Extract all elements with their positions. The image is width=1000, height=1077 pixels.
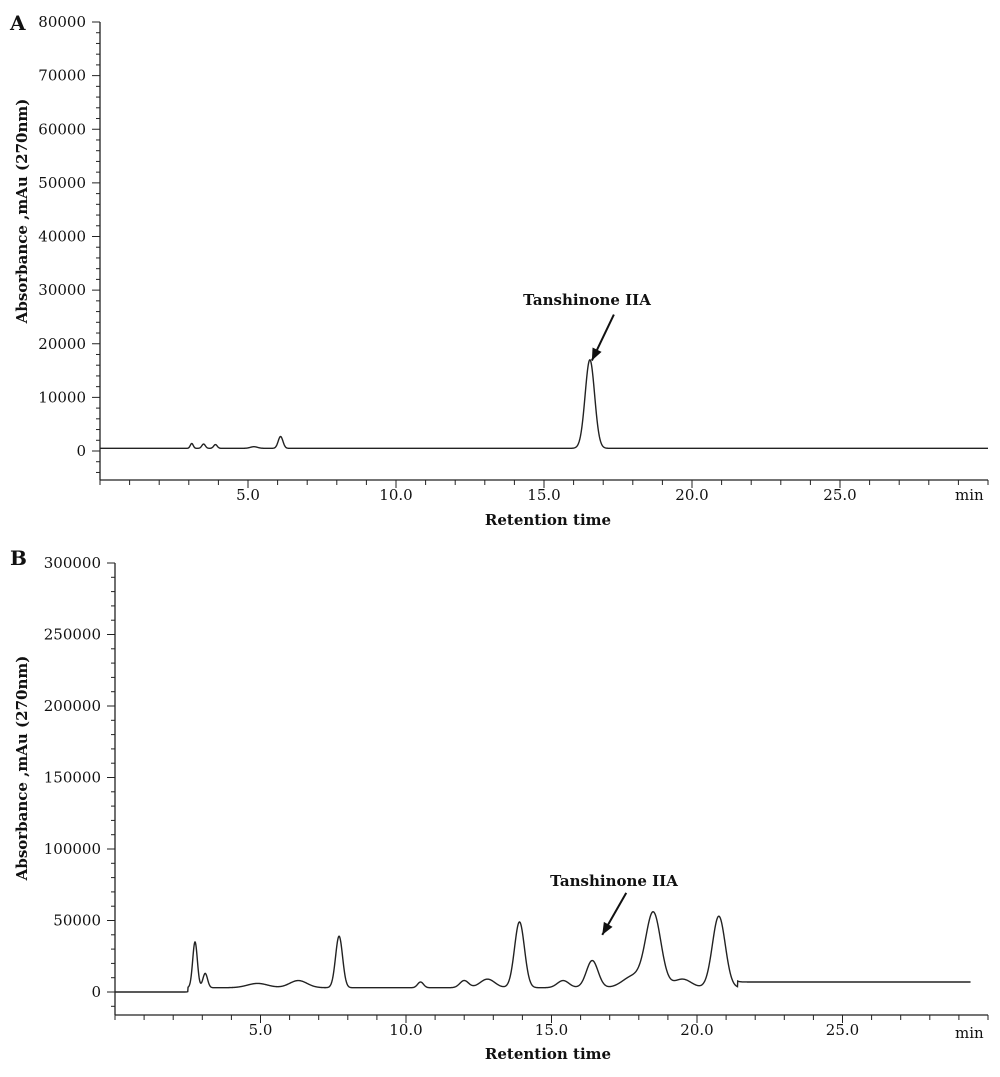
panel-a-y-tick-label: 10000 bbox=[38, 388, 86, 406]
panel-b-y-tick-label: 0 bbox=[91, 983, 101, 1001]
panel-b-y-tick-label: 300000 bbox=[44, 554, 101, 572]
panel-b-x-tick-label: 25.0 bbox=[826, 1021, 859, 1039]
panel-a-y-tick-label: 30000 bbox=[38, 281, 86, 299]
panel-a-y-tick-label: 60000 bbox=[38, 120, 86, 138]
panel-b-annotation-arrow bbox=[601, 892, 628, 936]
panel-a-x-tick-label: 25.0 bbox=[823, 486, 856, 504]
panel-b-peak-annotation: Tanshinone IIA bbox=[550, 872, 678, 890]
panel-a-y-axis-title: Absorbance ,mAu (270nm) bbox=[13, 99, 31, 325]
panel-a-y-tick-label: 50000 bbox=[38, 174, 86, 192]
panel-a-x-tick-label: 10.0 bbox=[379, 486, 412, 504]
panel-a-label: A bbox=[9, 11, 26, 35]
panel-b-chromatogram-trace bbox=[115, 911, 971, 993]
panel-a-x-tick-label: 20.0 bbox=[675, 486, 708, 504]
panel-a-x-unit: min bbox=[955, 486, 984, 504]
panel-a-peak-annotation: Tanshinone IIA bbox=[523, 291, 651, 309]
panel-b-y-tick-label: 250000 bbox=[44, 626, 101, 644]
panel-a-chromatogram-trace bbox=[100, 359, 988, 450]
panel-b-y-axis-title: Absorbance ,mAu (270nm) bbox=[13, 656, 31, 882]
panel-a-y-tick-label: 80000 bbox=[38, 13, 86, 31]
panel-a-x-axis-title: Retention time bbox=[485, 511, 611, 529]
panel-a-x-tick-label: 15.0 bbox=[527, 486, 560, 504]
panel-b-y-tick-label: 150000 bbox=[44, 769, 101, 787]
panel-a-y-tick-label: 40000 bbox=[38, 228, 86, 246]
panel-b-x-unit: min bbox=[955, 1024, 984, 1042]
panel-b: B 0 50000 100000 150000 200000 250000 300000 5… bbox=[10, 546, 989, 1063]
panel-a-x-tick-label: 5.0 bbox=[236, 486, 260, 504]
panel-b-y-tick-label: 100000 bbox=[44, 840, 101, 858]
panel-a-annotation-arrow bbox=[590, 314, 615, 361]
panel-b-x-tick-label: 5.0 bbox=[249, 1021, 273, 1039]
panel-a-y-tick-label: 70000 bbox=[38, 67, 86, 85]
panel-a: A 0 10000 20000 30000 40000 50000 60000 70000 80… bbox=[9, 11, 989, 529]
panel-a-y-tick-label: 0 bbox=[76, 442, 86, 460]
panel-b-x-axis-title: Retention time bbox=[485, 1045, 611, 1063]
panel-b-x-tick-label: 10.0 bbox=[389, 1021, 422, 1039]
panel-b-y-tick-label: 50000 bbox=[53, 912, 101, 930]
panel-b-x-tick-label: 15.0 bbox=[535, 1021, 568, 1039]
panel-b-label: B bbox=[10, 546, 27, 570]
panel-a-y-tick-label: 20000 bbox=[38, 335, 86, 353]
panel-b-y-tick-label: 200000 bbox=[44, 697, 101, 715]
panel-b-x-tick-label: 20.0 bbox=[680, 1021, 713, 1039]
